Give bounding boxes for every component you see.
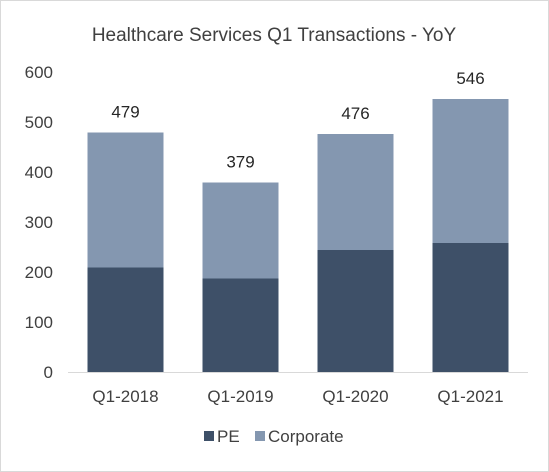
chart-title: Healthcare Services Q1 Transactions - Yo… <box>92 25 457 46</box>
bars: 479 379 476 546 <box>87 69 509 372</box>
legend: PE Corporate <box>204 427 344 446</box>
total-data-label: 379 <box>226 153 254 172</box>
y-tick-label: 200 <box>25 263 53 282</box>
bar-corporate-q1-2020 <box>317 134 394 250</box>
total-data-label: 479 <box>111 103 139 122</box>
bar-corporate-q1-2021 <box>432 99 509 243</box>
x-tick-label: Q1-2021 <box>437 387 503 406</box>
legend-label-corporate: Corporate <box>268 427 344 446</box>
x-tick-label: Q1-2020 <box>322 387 388 406</box>
y-tick-label: 300 <box>25 213 53 232</box>
y-tick-label: 500 <box>25 113 53 132</box>
bar-pe-q1-2021 <box>432 243 509 372</box>
total-data-label: 546 <box>456 69 484 88</box>
y-axis: 0 100 200 300 400 500 600 <box>25 63 53 382</box>
legend-swatch-pe <box>204 431 214 441</box>
y-tick-label: 100 <box>25 313 53 332</box>
bar-corporate-q1-2019 <box>202 182 279 279</box>
x-tick-label: Q1-2019 <box>207 387 273 406</box>
x-tick-label: Q1-2018 <box>92 387 158 406</box>
total-data-label: 476 <box>341 104 369 123</box>
x-axis: Q1-2018 Q1-2019 Q1-2020 Q1-2021 <box>68 372 528 406</box>
bar-corporate-q1-2018 <box>87 132 164 268</box>
bar-pe-q1-2019 <box>202 278 279 372</box>
bar-pe-q1-2020 <box>317 250 394 372</box>
y-tick-label: 400 <box>25 163 53 182</box>
bar-pe-q1-2018 <box>87 267 164 372</box>
legend-label-pe: PE <box>217 427 240 446</box>
y-tick-label: 0 <box>44 363 53 382</box>
y-tick-label: 600 <box>25 63 53 82</box>
legend-swatch-corporate <box>255 431 265 441</box>
